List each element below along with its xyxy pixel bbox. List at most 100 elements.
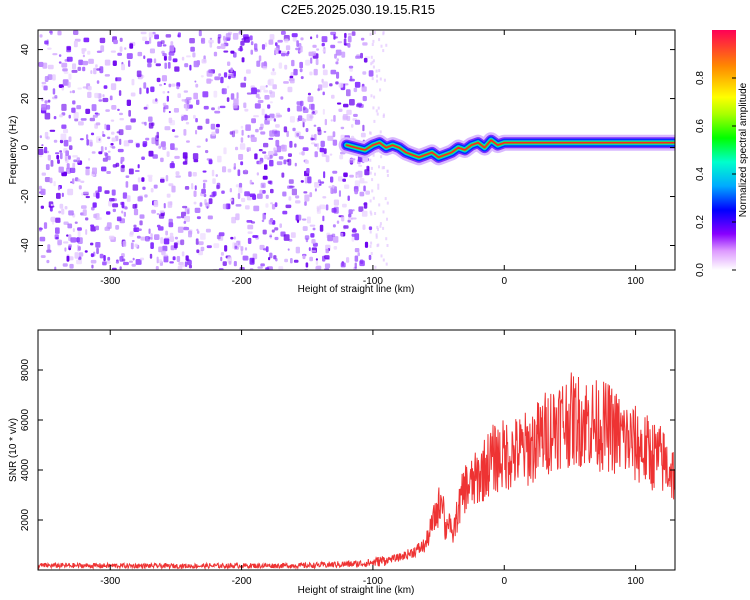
noise-speck — [257, 193, 263, 199]
noise-speck — [132, 184, 139, 191]
noise-speck — [268, 257, 271, 261]
noise-speck — [274, 150, 278, 156]
noise-speck — [265, 194, 269, 199]
noise-speck — [294, 143, 297, 148]
noise-speck — [202, 91, 209, 98]
noise-speck — [284, 64, 288, 70]
noise-speck — [230, 50, 235, 54]
noise-speck — [376, 74, 378, 78]
noise-speck — [369, 230, 372, 234]
noise-speck — [362, 42, 368, 46]
noise-speck — [371, 189, 374, 193]
noise-speck — [383, 166, 385, 170]
noise-speck — [294, 162, 297, 167]
noise-speck — [290, 232, 296, 238]
colorbar-gradient — [712, 30, 736, 270]
noise-speck — [49, 177, 53, 184]
noise-speck — [229, 198, 233, 202]
noise-speck — [354, 262, 357, 269]
noise-speck — [117, 108, 120, 111]
noise-speck — [217, 37, 221, 44]
noise-speck — [102, 97, 109, 103]
noise-speck — [64, 247, 67, 252]
noise-speck — [145, 236, 150, 242]
noise-speck — [324, 118, 327, 126]
noise-speck — [233, 163, 236, 170]
noise-speck — [79, 138, 84, 141]
noise-speck — [291, 188, 297, 196]
noise-speck — [102, 94, 105, 98]
noise-speck — [258, 149, 263, 152]
noise-speck — [289, 140, 293, 148]
noise-speck — [343, 225, 349, 229]
noise-speck — [119, 112, 123, 116]
noise-speck — [193, 114, 196, 119]
noise-speck — [281, 172, 285, 178]
noise-speck — [123, 261, 129, 266]
noise-speck — [111, 105, 117, 110]
noise-speck — [41, 81, 47, 85]
noise-speck — [59, 203, 64, 209]
noise-speck — [375, 69, 378, 73]
noise-speck — [360, 52, 363, 59]
noise-speck — [315, 58, 319, 66]
noise-speck — [262, 212, 266, 220]
noise-speck — [263, 248, 267, 251]
noise-speck — [292, 127, 296, 132]
noise-speck — [332, 170, 338, 174]
noise-speck — [250, 49, 253, 55]
noise-speck — [119, 37, 123, 42]
noise-speck — [61, 103, 67, 111]
noise-speck — [289, 78, 295, 84]
noise-speck — [57, 159, 60, 164]
noise-speck — [109, 198, 115, 202]
noise-speck — [193, 159, 199, 163]
noise-speck — [46, 249, 52, 253]
noise-speck — [264, 154, 268, 160]
noise-speck — [259, 85, 266, 90]
noise-speck — [322, 215, 325, 222]
noise-speck — [185, 255, 189, 261]
noise-speck — [78, 121, 84, 126]
noise-speck — [72, 178, 75, 185]
noise-speck — [255, 128, 259, 133]
x-tick-label: 0 — [501, 276, 507, 287]
noise-speck — [332, 131, 336, 138]
noise-speck — [121, 64, 125, 71]
noise-speck — [311, 51, 317, 56]
noise-speck — [88, 58, 94, 64]
noise-speck — [268, 39, 274, 45]
noise-speck — [154, 34, 159, 40]
noise-speck — [369, 32, 372, 36]
noise-speck — [68, 114, 71, 119]
noise-speck — [270, 202, 274, 205]
noise-speck — [336, 58, 339, 62]
noise-speck — [276, 161, 283, 166]
noise-speck — [379, 77, 382, 81]
noise-speck — [253, 115, 259, 118]
noise-speck — [335, 81, 339, 85]
noise-speck — [234, 245, 238, 249]
noise-speck — [285, 52, 289, 57]
noise-speck — [370, 212, 373, 216]
noise-speck — [107, 256, 111, 261]
noise-speck — [53, 181, 56, 187]
noise-speck — [354, 81, 361, 88]
noise-speck — [111, 131, 115, 135]
noise-speck — [66, 167, 71, 174]
noise-speck — [317, 88, 320, 92]
noise-speck — [341, 215, 345, 222]
noise-speck — [378, 69, 381, 73]
noise-speck — [333, 199, 339, 206]
noise-speck — [205, 138, 208, 142]
noise-speck — [269, 101, 273, 104]
noise-speck — [153, 184, 158, 189]
noise-speck — [66, 56, 73, 62]
noise-speck — [133, 224, 137, 228]
noise-speck — [385, 43, 388, 47]
noise-speck — [44, 40, 49, 45]
noise-speck — [314, 182, 320, 188]
noise-speck — [104, 59, 111, 66]
noise-speck — [304, 201, 307, 206]
